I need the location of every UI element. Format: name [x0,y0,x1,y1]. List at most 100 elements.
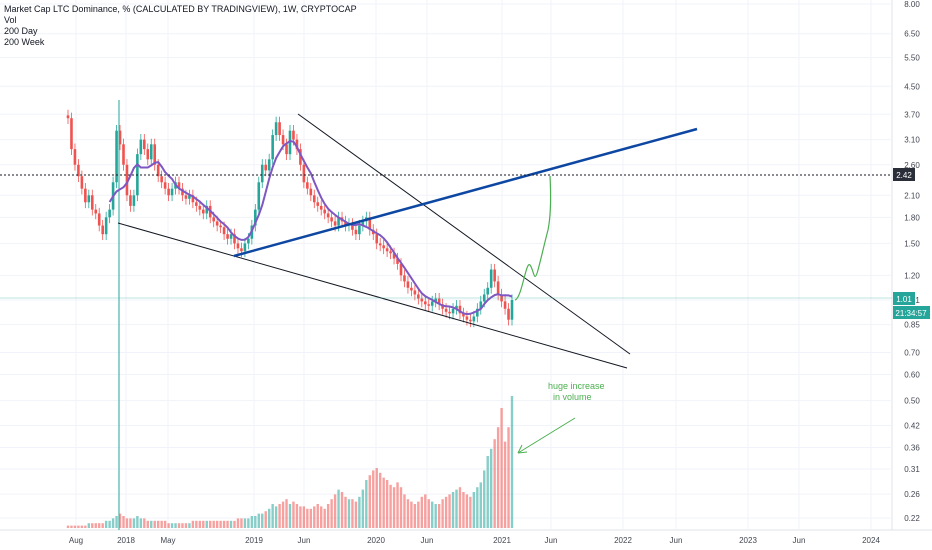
candle-body [170,188,174,196]
volume-bar [354,501,358,528]
candle-body [420,298,424,302]
projection-path [514,175,552,301]
volume-bar [191,520,195,528]
volume-bar [205,520,208,528]
volume-bar [264,511,267,528]
candle-body [326,213,330,218]
legend-item-vol[interactable]: Vol [4,15,17,25]
price-tick-label: 1.20 [904,271,920,280]
candle-body [299,149,302,165]
price-tick-label: 5.50 [904,54,920,63]
candle-body [278,122,281,136]
candle-body [399,263,403,276]
candle-body [70,118,73,150]
volume-bar [340,492,344,528]
candle-body [292,130,295,140]
time-tick-label: Jun [793,536,806,545]
volume-bar [472,492,476,528]
price-axis[interactable] [892,0,932,530]
candle-body [229,234,233,239]
legend-item-200-week[interactable]: 200 Week [4,37,45,47]
volume-bar [403,494,406,528]
volume-bar [125,518,129,528]
candle-body [139,139,143,155]
volume-bar [330,499,333,528]
volume-bar [389,484,392,528]
candle-body [240,248,243,252]
price-axis-ticks: 8.00 6.50 5.50 4.50 3.70 3.10 2.60 2.10 1.80 1.50… [904,0,920,523]
volume-bar [146,520,149,528]
volume-bar [503,441,507,528]
volume-bar [382,477,385,528]
volume-bar [198,520,202,528]
candle-body [368,217,372,230]
candle-body [219,225,222,228]
candle-body [423,301,427,305]
volume-bar [309,508,313,528]
volume-bar [337,489,340,528]
price-tick-label: 3.70 [904,110,920,119]
level-tag-bg [893,168,915,181]
volume-bar [361,489,365,528]
volume-bar [299,506,302,528]
candle-body [493,269,496,282]
volume-bar [250,516,254,528]
volume-bar [281,501,285,528]
volume-bar [365,480,368,528]
candle-body [306,182,309,189]
candle-body [385,248,389,252]
legend-item-200-day[interactable]: 200 Day [4,26,38,36]
volume-bar [326,504,330,528]
volume-bar [431,501,434,528]
price-tick-label: 0.22 [904,514,920,523]
volume-bar [267,508,271,528]
volume-bar [444,496,448,528]
volume-bar [455,489,458,528]
time-tick-label: Jun [421,536,434,545]
volume-bar [306,508,309,528]
candle-body [264,164,268,171]
candle-body [333,221,337,226]
candle-body [149,144,153,160]
candle-body [132,195,136,206]
volume-bar [202,520,205,528]
volume-bar [295,504,299,528]
volume-bar [434,504,437,528]
volume-bar [274,506,278,528]
candle-body [389,251,392,254]
candle-body [77,164,80,177]
candle-body [458,305,462,314]
candle-body [247,238,250,244]
candle-body [465,316,469,320]
volume-bar [122,516,125,528]
candle-body [489,269,493,288]
time-tick-label: Jun [670,536,683,545]
volume-bar [215,520,219,528]
price-tick-label: 8.00 [904,0,920,9]
candle-body [118,130,122,145]
candle-body [319,205,323,210]
volume-bar [209,520,212,528]
candle-body [361,221,365,226]
price-tick-label: 1.80 [904,213,920,222]
candle-body [125,164,129,196]
volume-bar [413,504,417,528]
candle-body [205,205,209,214]
candle-body [101,225,104,235]
candle-body [323,209,326,214]
volume-bar [243,518,247,528]
volume-bar [139,518,143,528]
volume-bar [98,523,101,528]
price-tick-label: 4.50 [904,82,920,91]
candle-body [80,176,84,189]
price-tick-label: 3.10 [904,136,920,145]
volume-bar [226,520,229,528]
time-tick-label: 2021 [493,536,511,545]
time-tick-label: 2018 [117,536,135,545]
candle-body [97,213,101,226]
legend-title[interactable]: Market Cap LTC Dominance, % (CALCULATED … [4,4,357,14]
candle-body [451,308,455,314]
time-tick-label: 2019 [245,536,263,545]
candle-body [503,301,507,309]
